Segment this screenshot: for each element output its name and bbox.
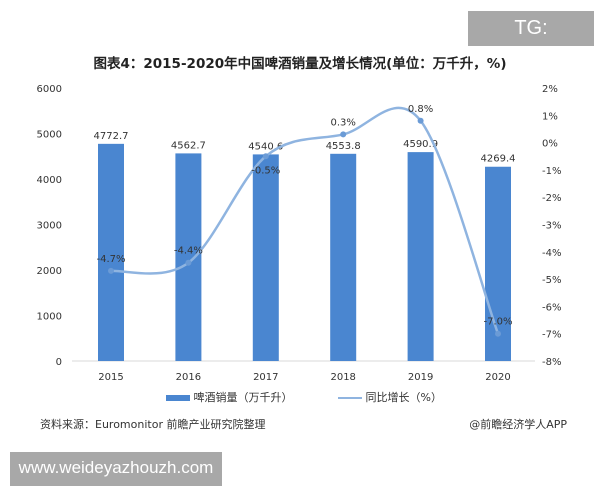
y-left-tick: 3000 (37, 221, 62, 232)
bar (98, 143, 124, 361)
growth-label: -4.4% (174, 246, 203, 257)
bar-label: 4540.6 (248, 141, 283, 152)
x-tick: 2020 (485, 372, 510, 383)
y-left-tick: 1000 (37, 312, 62, 323)
x-tick: 2016 (176, 372, 201, 383)
growth-label: 0.3% (330, 117, 355, 128)
legend-bar: 啤酒销量（万千升） (166, 389, 293, 405)
growth-label: 0.8% (408, 104, 433, 115)
growth-label: -4.7% (96, 254, 125, 265)
y-right-tick: -8% (542, 357, 561, 368)
y-right-tick: 2% (542, 84, 558, 95)
credit: @前瞻经济学人APP (469, 418, 567, 431)
legend-line-label: 同比增长（%） (365, 391, 442, 404)
y-right-tick: 0% (542, 139, 558, 150)
growth-point (495, 330, 501, 337)
y-left-tick: 5000 (37, 130, 62, 141)
y-left-tick: 2000 (37, 266, 62, 277)
bar (252, 154, 279, 361)
growth-label: -0.5% (251, 165, 280, 176)
legend-bar-label: 啤酒销量（万千升） (193, 391, 293, 404)
x-tick: 2019 (408, 372, 433, 383)
chart: 0 1000 2000 3000 4000 5000 6000 -8% -7% -6% -5% -4%… (37, 84, 562, 383)
y-right-tick: 1% (542, 111, 558, 122)
growth-point (417, 117, 424, 124)
bar (407, 152, 434, 361)
watermark-top: TG: MYYJJPP (468, 11, 594, 74)
growth-line (110, 106, 500, 335)
y-right-tick: -6% (542, 302, 561, 313)
bar-label: 4562.7 (171, 140, 206, 151)
growth-label: -7.0% (483, 317, 512, 328)
y-left-tick: 4000 (37, 175, 62, 186)
bar (175, 153, 202, 361)
growth-point (340, 131, 347, 138)
y-right-tick: -7% (542, 330, 561, 341)
bar-label: 4553.8 (326, 141, 361, 152)
y-left-tick: 0 (56, 357, 62, 368)
y-right-tick: -1% (542, 166, 561, 177)
y-right-tick: -5% (542, 275, 561, 286)
legend-line: 同比增长（%） (338, 389, 442, 405)
y-right-tick: -4% (542, 248, 561, 259)
growth-point (262, 153, 269, 160)
y-left-tick: 6000 (37, 84, 62, 95)
bar-label: 4772.7 (94, 131, 129, 142)
growth-point (108, 267, 114, 274)
bar-label: 4590.9 (403, 139, 438, 150)
x-tick: 2017 (253, 372, 278, 383)
x-tick: 2015 (98, 372, 123, 383)
y-right-tick: -2% (542, 193, 561, 204)
chart-title: 图表4：2015-2020年中国啤酒销量及增长情况(单位：万千升，%) (93, 56, 507, 72)
legend-line-swatch (338, 397, 362, 399)
bar (330, 153, 357, 361)
x-tick: 2018 (330, 372, 355, 383)
bar-label: 4269.4 (481, 154, 516, 165)
legend-bar-swatch (166, 395, 190, 401)
source-note: 资料来源：Euromonitor 前瞻产业研究院整理 (40, 418, 266, 431)
watermark-bottom: www.weideyazhouzh.com (10, 452, 222, 486)
y-right-tick: -3% (542, 221, 561, 232)
bar (485, 166, 511, 361)
growth-point (185, 259, 192, 266)
